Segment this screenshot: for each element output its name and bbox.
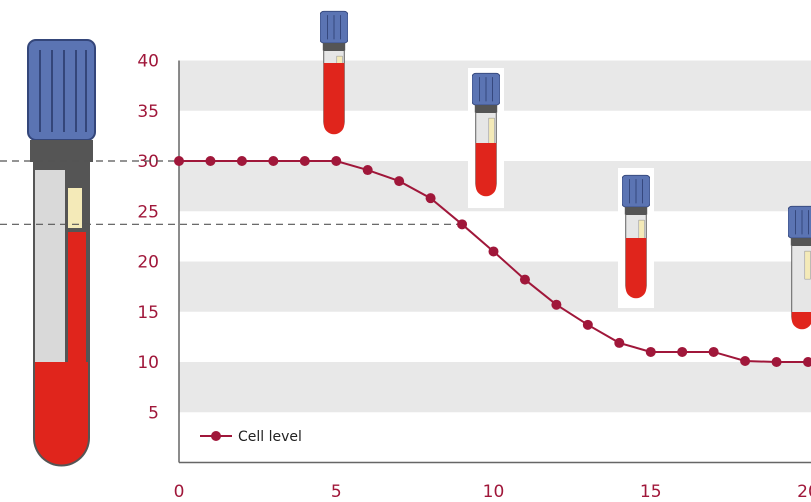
legend-label: Cell level [238,429,302,445]
y-tick-label: 30 [137,152,159,172]
legend-marker [211,431,221,441]
data-point [677,347,687,357]
y-tick-label: 35 [137,102,159,122]
y-tick-label: 5 [148,403,159,423]
x-tick-label: 5 [331,482,342,502]
data-point [174,156,184,166]
tube-3 [618,168,654,308]
grid-band [179,362,811,412]
data-point [363,165,373,175]
x-tick-label: 0 [174,482,185,502]
chart: 5 10 15 20 25 30 35 40 0 5 10 15 20 Cell level [0,0,811,502]
data-point [772,357,782,367]
tube-1 [320,11,348,134]
data-point [237,156,247,166]
data-point [709,347,719,357]
data-point [426,193,436,203]
y-tick-label: 20 [137,253,159,273]
data-point [614,338,624,348]
large-tube [28,40,95,467]
grid-band [179,262,811,312]
data-point [205,156,215,166]
data-point [551,300,561,310]
data-point [740,356,750,366]
data-point [394,176,404,186]
data-point [583,320,593,330]
data-point [300,156,310,166]
data-point [646,347,656,357]
data-point [457,219,467,229]
data-point [331,156,341,166]
x-tick-label: 20 [797,482,811,502]
y-tick-label: 40 [137,52,159,72]
y-tick-label: 25 [137,202,159,222]
data-point [520,275,530,285]
data-point [268,156,278,166]
y-tick-label: 10 [137,353,159,373]
data-point [489,246,499,256]
tube-4 [788,206,811,329]
tube-2 [468,68,504,208]
y-tick-label: 15 [137,303,159,323]
x-tick-label: 15 [640,482,662,502]
x-tick-label: 10 [483,482,505,502]
